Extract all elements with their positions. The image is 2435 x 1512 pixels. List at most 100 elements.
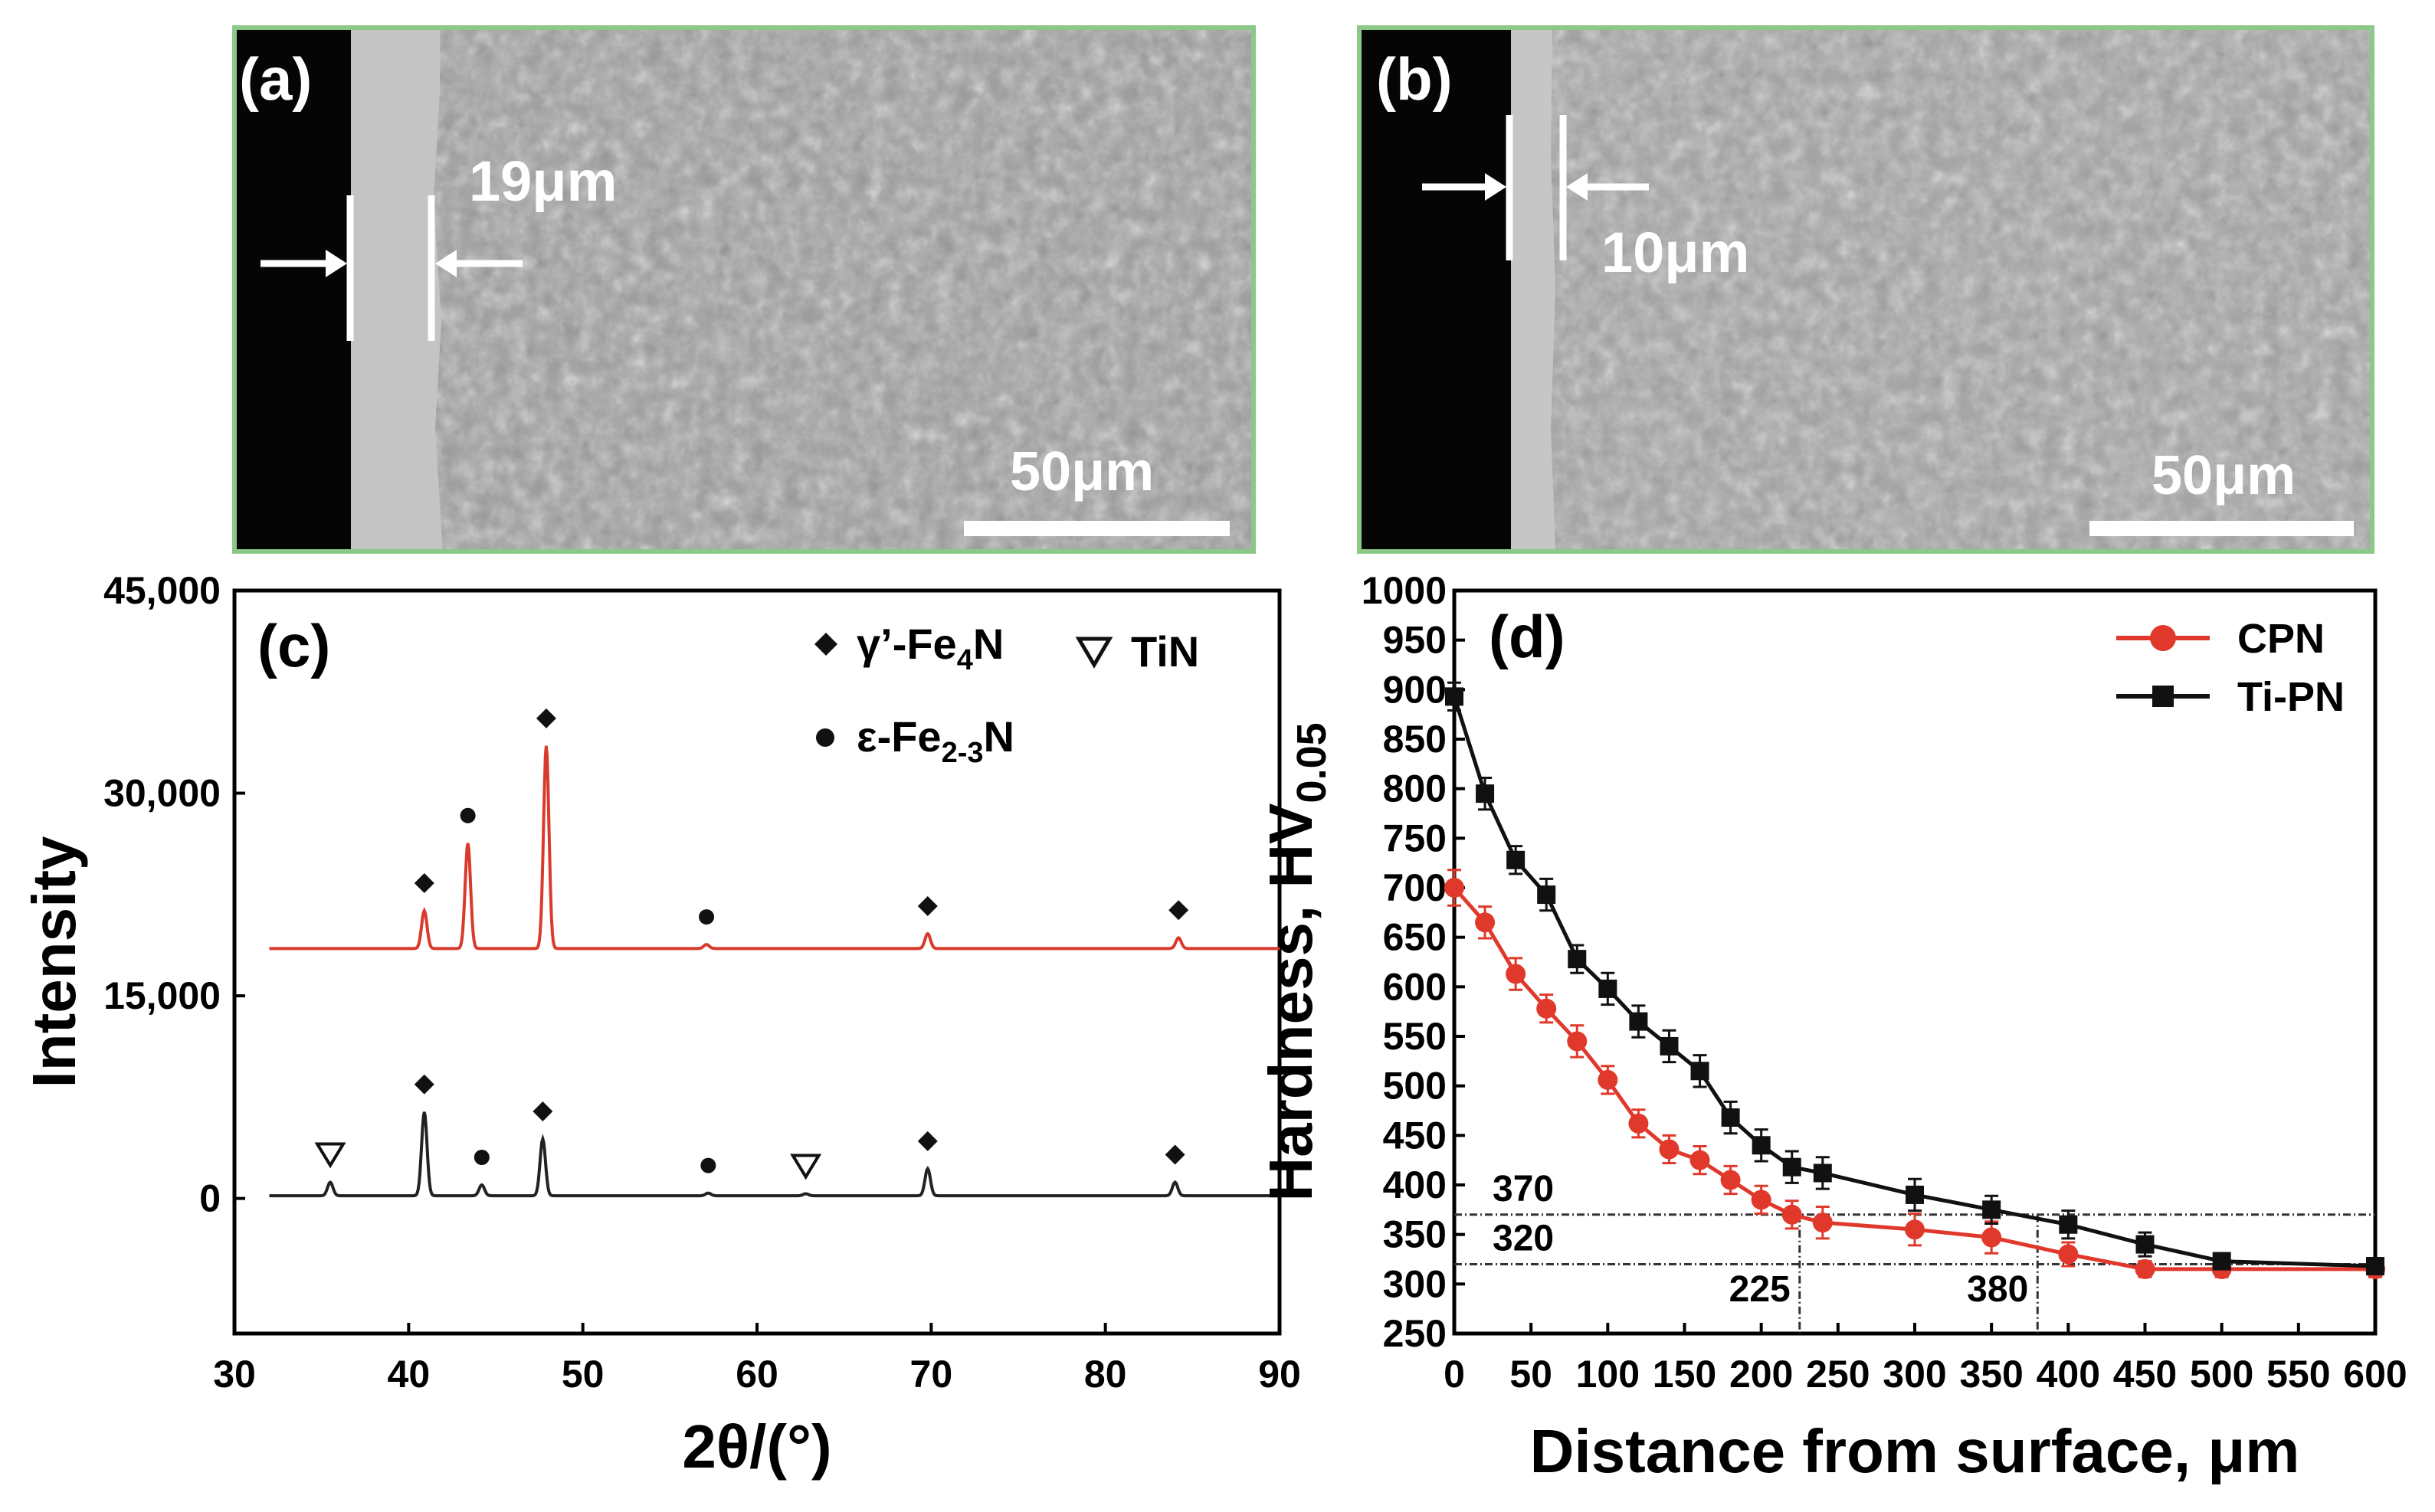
data-point-ti-pn: [1598, 979, 1617, 998]
data-point-cpn: [1689, 1150, 1710, 1170]
guide-label-v: 225: [1729, 1269, 1791, 1310]
micrograph-b: (b) 10μm 50μm: [1357, 25, 2374, 554]
arrow-right-icon: [1485, 173, 1506, 201]
data-point-ti-pn: [2059, 1215, 2078, 1234]
legend-circle-icon: [2150, 625, 2176, 651]
data-point-cpn: [1659, 1139, 1680, 1160]
guide-label-h: 320: [1493, 1218, 1554, 1258]
ylabel-c: Intensity: [20, 836, 88, 1088]
panel-label-b: (b): [1376, 45, 1453, 113]
y-tick-label-d: 1000: [1362, 569, 1447, 612]
x-tick-label-d: 550: [2266, 1353, 2330, 1396]
y-tick-label-c: 45,000: [103, 569, 221, 612]
mount-region-b: [1359, 28, 1511, 551]
x-tick-label-d: 500: [2190, 1353, 2253, 1396]
y-tick-label-d: 850: [1383, 718, 1447, 761]
scale-label-a: 50μm: [1010, 441, 1154, 502]
scale-label-b: 50μm: [2152, 445, 2296, 506]
data-point-ti-pn: [1568, 950, 1587, 969]
y-tick-label-d: 900: [1383, 668, 1447, 711]
peak-marker-gamma: [1168, 900, 1189, 921]
peak-marker-gamma: [1165, 1144, 1185, 1165]
panel-label-c: (c): [257, 612, 330, 679]
data-point-cpn: [1720, 1170, 1741, 1190]
plot-frame-c: [232, 588, 1282, 1336]
y-tick-label-d: 800: [1383, 767, 1447, 810]
data-point-ti-pn: [1906, 1185, 1924, 1204]
peak-marker-epsilon: [460, 807, 476, 823]
data-point-ti-pn: [2366, 1257, 2384, 1276]
y-tick-label-d: 550: [1383, 1015, 1447, 1058]
mount-region-a: [234, 28, 351, 551]
y-tick-label-d: 350: [1383, 1213, 1447, 1256]
data-point-cpn: [1506, 964, 1526, 984]
xrd-chart: (c) 30 40 50 60 70 80 90 0 15,000 30,000 45,000 γ’…: [20, 569, 1301, 1481]
peak-marker-epsilon: [474, 1150, 490, 1165]
peak-marker-gamma: [533, 1101, 553, 1122]
data-point-cpn: [1751, 1190, 1771, 1210]
data-point-cpn: [1628, 1113, 1649, 1134]
data-point-cpn: [1981, 1227, 2002, 1248]
data-point-ti-pn: [2135, 1235, 2155, 1254]
x-tick-label-d: 450: [2113, 1353, 2177, 1396]
peak-marker-gamma: [917, 1131, 938, 1151]
data-point-ti-pn: [1476, 784, 1495, 803]
arrow-left-icon: [435, 250, 457, 277]
data-point-ti-pn: [1782, 1157, 1801, 1177]
guide-label-h: 370: [1493, 1169, 1554, 1209]
x-tick-label-d: 350: [1959, 1353, 2023, 1396]
peak-marker-gamma: [414, 1074, 434, 1095]
data-point-cpn: [1812, 1213, 1833, 1233]
data-point-cpn: [1905, 1219, 1925, 1240]
data-point-cpn: [2058, 1244, 2079, 1265]
peak-marker-epsilon: [700, 1157, 716, 1173]
legend-label-tin: TiN: [1131, 627, 1199, 676]
y-tick-label-d: 750: [1383, 817, 1447, 859]
data-point-ti-pn: [1690, 1062, 1709, 1081]
thickness-label-b: 10μm: [1601, 221, 1749, 284]
x-tick-label-d: 50: [1509, 1353, 1552, 1396]
peak-marker-tin: [790, 1154, 822, 1180]
legend-diamond-icon: [814, 633, 837, 656]
arrow-right-icon: [326, 250, 347, 277]
data-point-ti-pn: [1629, 1012, 1648, 1031]
x-tick-label-d: 0: [1444, 1353, 1465, 1396]
compound-layer-a: [351, 28, 443, 551]
peak-marker-gamma: [414, 872, 434, 893]
legend-label-epsilon: ε-Fe2-3N: [857, 712, 1014, 769]
x-tick-label-c: 80: [1084, 1353, 1127, 1396]
x-tick-label-d: 150: [1653, 1353, 1716, 1396]
arrow-left-icon: [1566, 173, 1588, 201]
legend-label-tipn: Ti-PN: [2237, 674, 2345, 720]
x-tick-label-c: 30: [213, 1353, 256, 1396]
x-tick-label-c: 90: [1258, 1353, 1301, 1396]
x-tick-label-d: 300: [1883, 1353, 1946, 1396]
legend-label-cpn: CPN: [2237, 616, 2325, 662]
data-point-cpn: [1475, 912, 1496, 933]
y-tick-label-d: 500: [1383, 1065, 1447, 1108]
x-tick-label-d: 250: [1806, 1353, 1870, 1396]
x-tick-label-c: 50: [562, 1353, 605, 1396]
y-tick-label-d: 250: [1383, 1312, 1447, 1355]
thickness-label-a: 19μm: [469, 149, 617, 213]
xlabel-c: 2θ/(°): [682, 1412, 831, 1481]
y-tick-label-d: 600: [1383, 965, 1447, 1008]
data-point-ti-pn: [1506, 850, 1526, 869]
guide-label-v: 380: [1967, 1269, 2028, 1310]
y-tick-label-d: 700: [1383, 866, 1447, 909]
micrograph-a: (a) 19μm 50μm: [232, 25, 1256, 554]
data-point-cpn: [1536, 998, 1557, 1019]
peak-marker-gamma: [917, 895, 938, 916]
data-point-ti-pn: [1982, 1200, 2001, 1219]
y-tick-label-c: 15,000: [103, 974, 221, 1017]
data-point-ti-pn: [1445, 687, 1463, 706]
y-tick-label-c: 0: [199, 1177, 221, 1220]
data-point-cpn: [1444, 878, 1464, 898]
legend-c: γ’-Fe4N TiN ε-Fe2-3N: [814, 620, 1199, 769]
legend-triangle-icon: [1075, 637, 1113, 669]
x-tick-label-c: 40: [388, 1353, 431, 1396]
data-point-cpn: [1598, 1069, 1618, 1090]
y-tick-label-d: 400: [1383, 1163, 1447, 1206]
legend-label-gamma: γ’-Fe4N: [857, 620, 1004, 676]
